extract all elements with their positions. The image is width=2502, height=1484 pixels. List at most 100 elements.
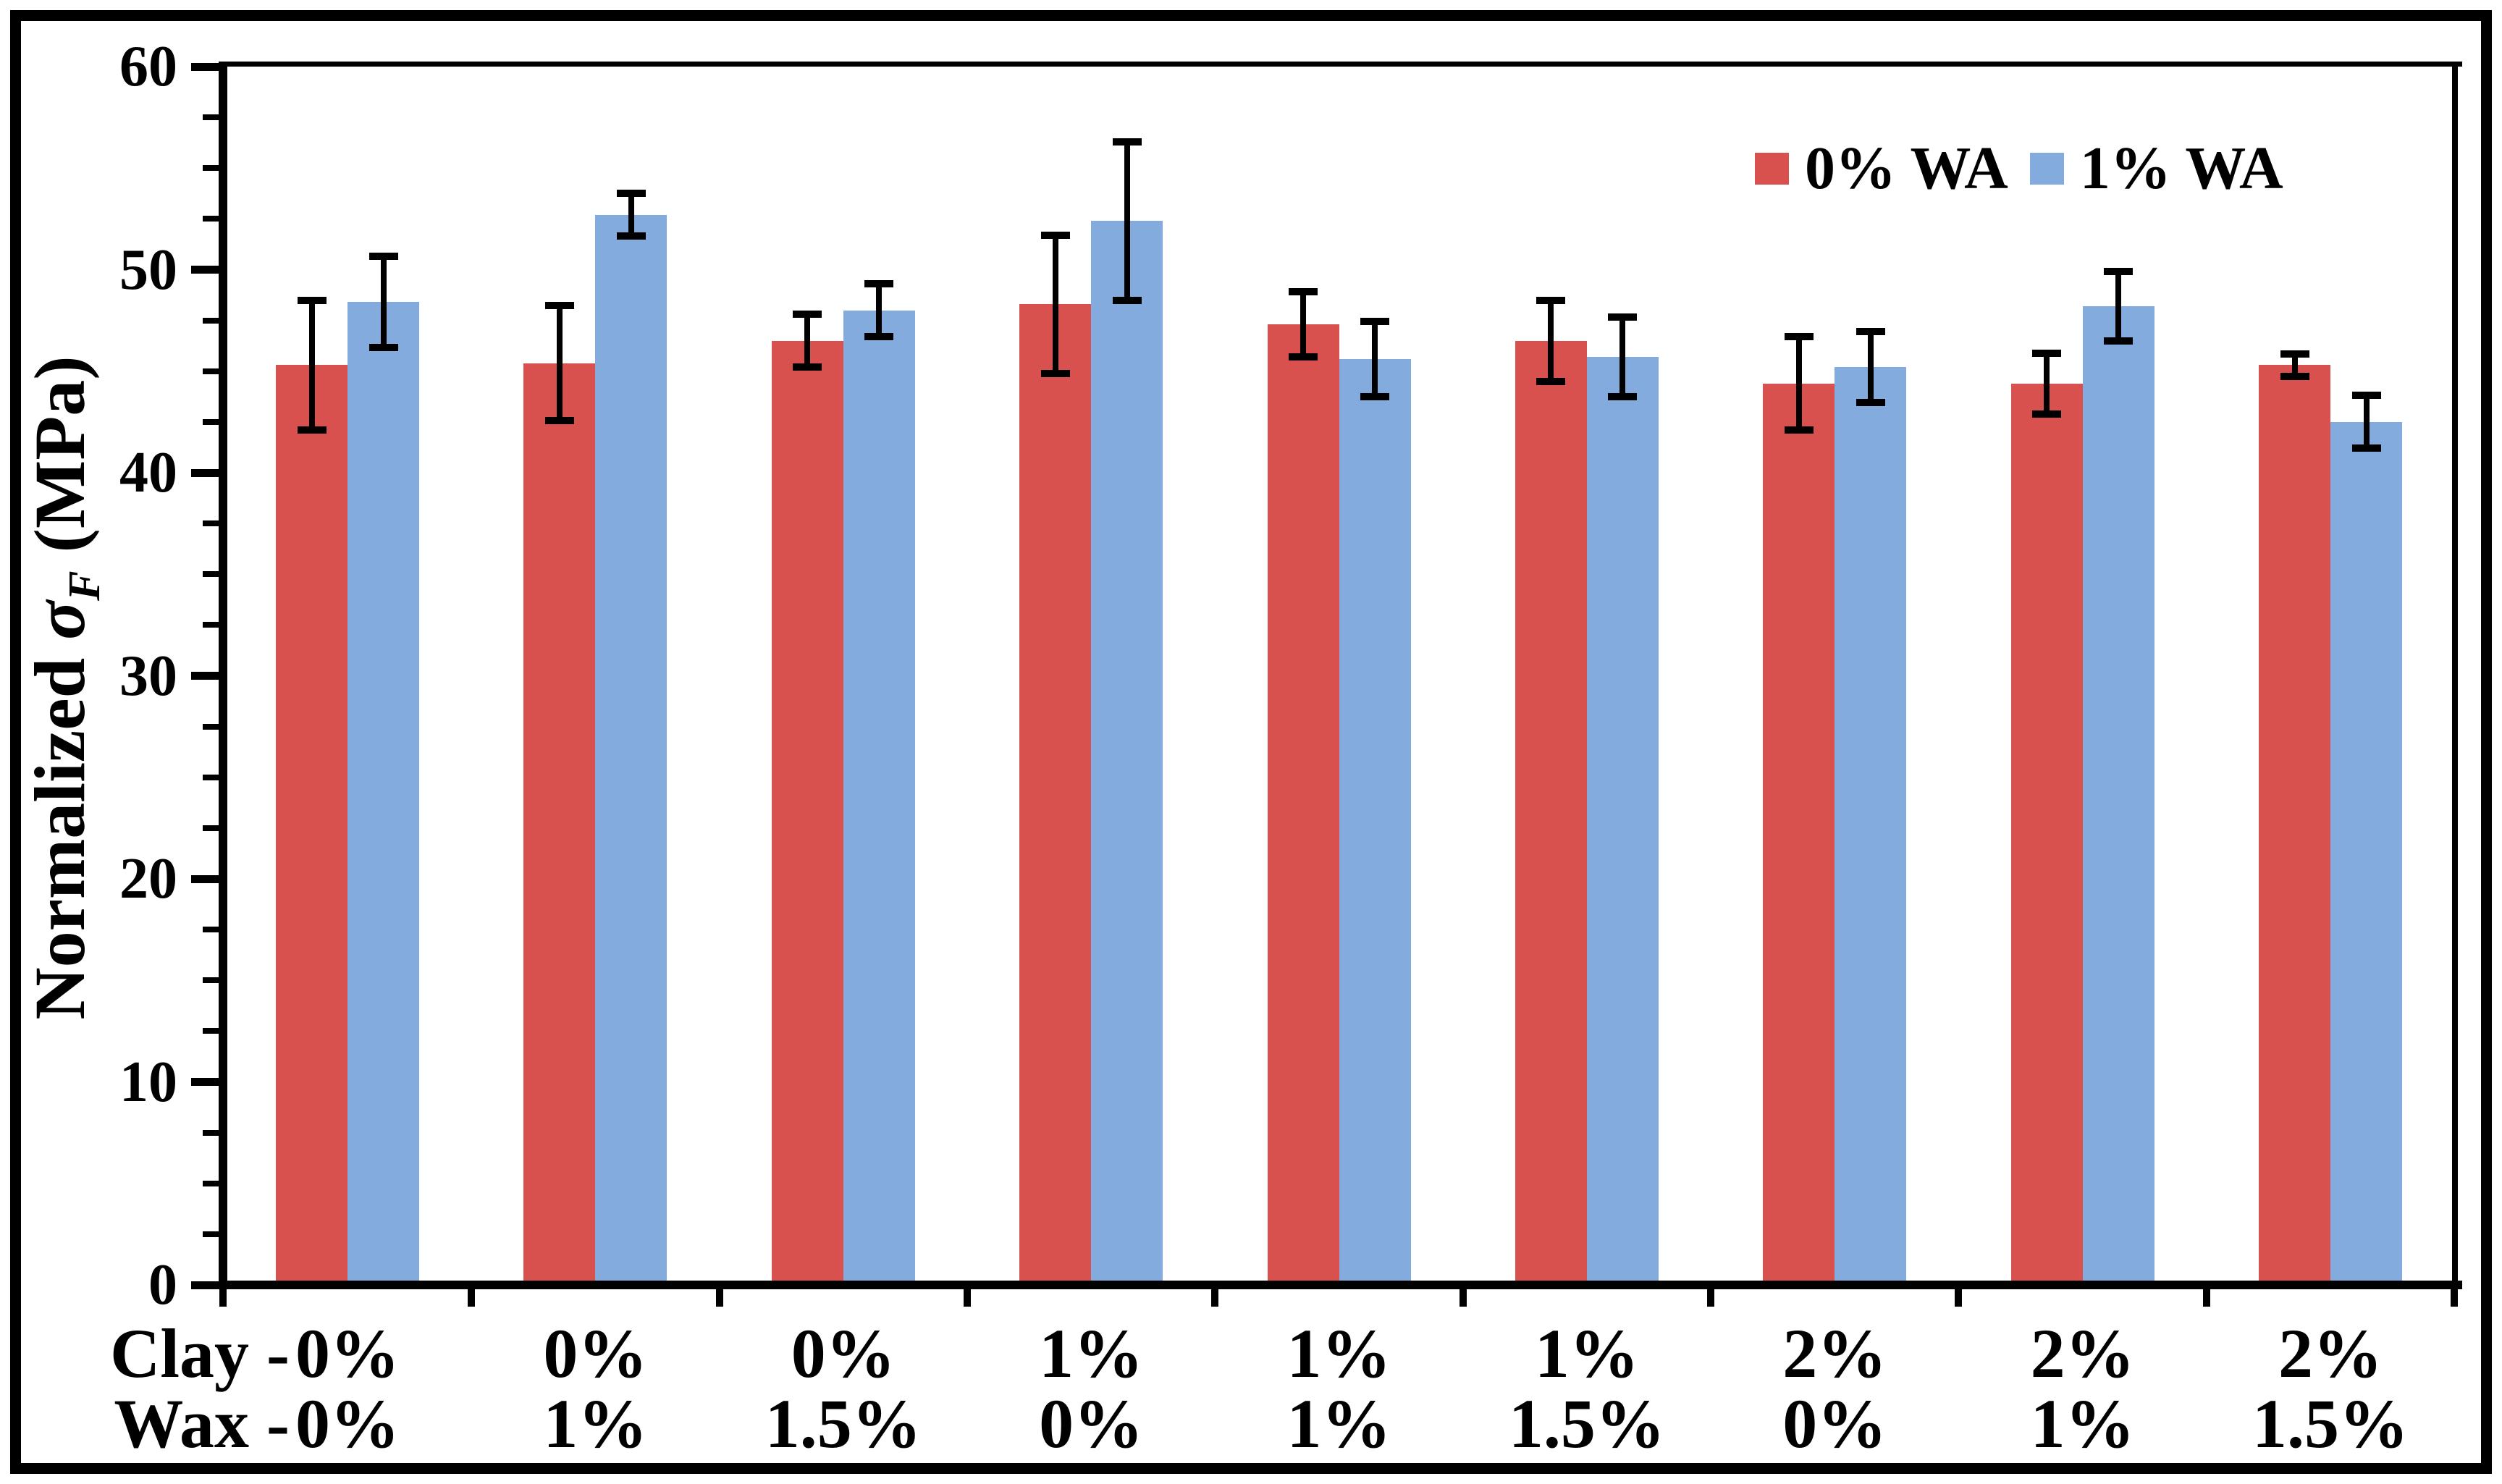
y-minor-tick (203, 977, 219, 984)
bar-0%WA-group6 (1515, 340, 1587, 1281)
x-boundary-tick (2451, 1285, 2459, 1307)
y-axis-line (219, 62, 227, 1289)
plot-top-frame (219, 62, 2462, 67)
x-label-wax-group8: 1% (2030, 1385, 2135, 1462)
y-tick-label: 60 (119, 35, 177, 98)
legend-label-blue: 1% WA (2079, 135, 2283, 202)
error-bar-bottom-cap (1040, 369, 1070, 377)
x-boundary-tick (1955, 1285, 1963, 1307)
error-bar-top-cap (368, 253, 398, 261)
error-bar-stem (1548, 300, 1554, 381)
y-minor-tick (203, 723, 219, 730)
x-boundary-tick (715, 1285, 723, 1307)
bar-0%WA-group2 (523, 363, 596, 1281)
sigma-subscript: F (60, 570, 109, 601)
x-label-clay-group5: 1% (1286, 1315, 1391, 1392)
y-minor-tick (203, 1028, 219, 1034)
error-bar-stem (2115, 271, 2122, 341)
bar-0%WA-group4 (1019, 304, 1092, 1281)
error-bar-bottom-cap (2351, 444, 2381, 452)
error-bar-top-cap (1040, 231, 1070, 239)
y-major-tick (191, 1281, 219, 1289)
error-bar-top-cap (1608, 313, 1638, 321)
error-bar-top-cap (1112, 138, 1142, 146)
y-tick-label: 20 (119, 847, 177, 911)
x-label-wax-group3: 1.5% (764, 1385, 922, 1462)
x-label-clay-group8: 2% (2030, 1315, 2135, 1392)
x-label-clay-group7: 2% (1782, 1315, 1887, 1392)
error-bar-bottom-cap (1360, 392, 1390, 400)
y-minor-tick (203, 114, 219, 121)
legend-label-red: 0% WA (1805, 135, 2008, 202)
x-axis-row1-prefix: Clay - (110, 1315, 290, 1392)
x-axis-line (219, 1281, 2462, 1289)
legend: 0% WA 1% WA (1755, 135, 2305, 202)
error-bar-top-cap (1536, 296, 1566, 304)
bar-1%WA-group5 (1339, 358, 1411, 1281)
x-label-clay-group1: 0% (295, 1315, 400, 1392)
y-major-tick (191, 266, 219, 274)
bar-1%WA-group4 (1091, 221, 1163, 1281)
y-minor-tick (203, 418, 219, 425)
y-minor-tick (203, 1129, 219, 1136)
error-bar-stem (2363, 395, 2370, 449)
error-bar-top-cap (1360, 318, 1390, 326)
figure-border (10, 10, 2492, 1474)
error-bar-top-cap (1856, 328, 1885, 336)
bar-0%WA-group1 (276, 365, 348, 1281)
x-boundary-tick (219, 1285, 227, 1307)
error-bar-stem (1372, 321, 1378, 397)
x-axis-row2-prefix: Wax - (114, 1385, 290, 1462)
y-minor-tick (203, 368, 219, 374)
error-bar-bottom-cap (1536, 377, 1566, 385)
error-bar-bottom-cap (1784, 426, 1814, 434)
x-label-clay-group3: 0% (791, 1315, 896, 1392)
error-bar-stem (380, 256, 387, 348)
error-bar-stem (1795, 337, 1802, 431)
bar-0%WA-group3 (771, 340, 843, 1281)
error-bar-bottom-cap (1289, 353, 1318, 361)
x-label-wax-group9: 1.5% (2252, 1385, 2409, 1462)
y-tick-label: 10 (119, 1050, 177, 1114)
x-boundary-tick (1211, 1285, 1219, 1307)
y-minor-tick (203, 774, 219, 780)
x-label-clay-group4: 1% (1039, 1315, 1144, 1392)
error-bar-bottom-cap (1856, 399, 1885, 407)
error-bar-top-cap (1784, 333, 1814, 341)
error-bar-bottom-cap (2104, 337, 2134, 345)
bar-0%WA-group8 (2010, 383, 2083, 1281)
y-tick-label: 40 (119, 441, 177, 505)
bar-1%WA-group7 (1835, 367, 1907, 1281)
error-bar-stem (1300, 292, 1307, 358)
error-bar-stem (1124, 141, 1130, 300)
x-label-clay-group2: 0% (543, 1315, 648, 1392)
error-bar-stem (876, 284, 883, 337)
y-major-tick (191, 62, 219, 71)
error-bar-bottom-cap (368, 344, 398, 352)
bar-1%WA-group8 (2082, 305, 2154, 1281)
x-boundary-tick (1459, 1285, 1467, 1307)
error-bar-bottom-cap (544, 417, 574, 425)
x-label-wax-group2: 1% (543, 1385, 648, 1462)
y-major-tick (191, 1078, 219, 1086)
bar-1%WA-group1 (348, 302, 419, 1281)
error-bar-top-cap (2351, 392, 2381, 400)
error-bar-bottom-cap (297, 426, 327, 434)
legend-swatch-blue (2029, 153, 2064, 185)
y-minor-tick (203, 927, 219, 933)
y-major-tick (191, 874, 219, 883)
bar-0%WA-group7 (1763, 383, 1835, 1281)
error-bar-bottom-cap (1112, 296, 1142, 304)
error-bar-bottom-cap (2280, 372, 2309, 380)
x-boundary-tick (963, 1285, 971, 1307)
plot-right-frame (2452, 62, 2458, 1285)
y-minor-tick (203, 520, 219, 527)
x-label-wax-group4: 0% (1039, 1385, 1144, 1462)
bar-1%WA-group2 (595, 214, 667, 1281)
error-bar-top-cap (297, 296, 327, 304)
bar-1%WA-group9 (2330, 421, 2403, 1281)
error-bar-top-cap (616, 190, 646, 198)
error-bar-top-cap (2280, 350, 2309, 358)
x-label-wax-group7: 0% (1782, 1385, 1887, 1462)
